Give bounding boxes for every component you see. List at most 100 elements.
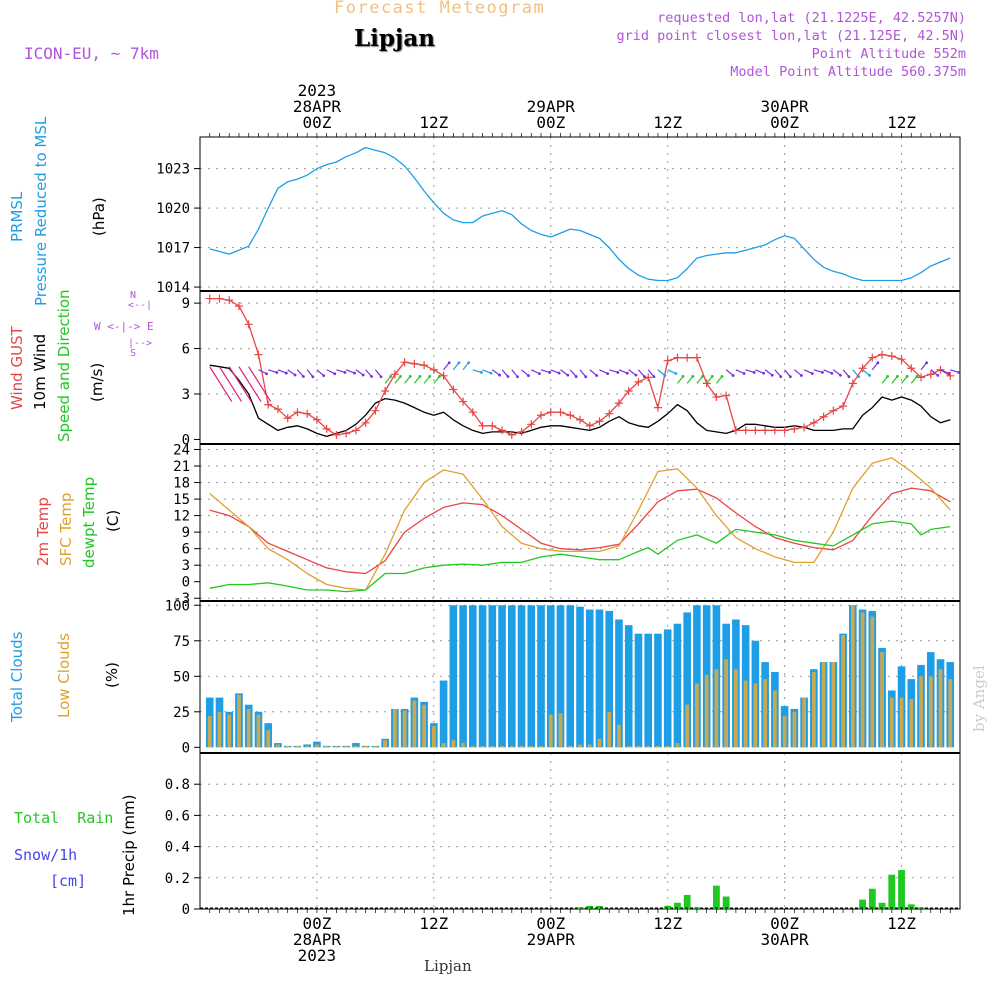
low-cloud-bar (724, 659, 729, 748)
low-cloud-bar (519, 745, 524, 748)
wind-arrow-head (489, 371, 493, 375)
requested-point: requested lon,lat (21.1225E, 42.5257N) (657, 10, 966, 26)
wind-arrow-head (361, 373, 365, 377)
gust-marker (761, 426, 770, 435)
low-cloud-bar (422, 704, 427, 748)
y-tick-label: 3 (182, 558, 190, 574)
wind-arrow-head (720, 374, 724, 378)
wind-arrow (599, 369, 608, 375)
wind-arrow (404, 375, 411, 384)
gust-marker (488, 421, 497, 430)
y-tick-label: 0.6 (165, 808, 190, 824)
top-time-label: 28APR (293, 97, 342, 116)
wind-arrow (248, 366, 272, 402)
low-cloud-bar (402, 710, 407, 748)
wind-arrow (218, 366, 242, 402)
wind-arrow (755, 369, 764, 374)
total-cloud-bar (537, 605, 545, 748)
wind-arrow-head (886, 374, 890, 378)
wind-arrow (423, 375, 431, 384)
total-cloud-bar (644, 633, 653, 748)
gust-marker (926, 370, 935, 379)
wind-arrow (569, 369, 577, 377)
y-tick-label: 15 (173, 492, 190, 508)
gust-marker (312, 415, 321, 424)
wind-arrow-head (447, 361, 451, 365)
wind-arrow-head (742, 372, 746, 375)
wind-arrow (891, 375, 898, 384)
wind-arrow-head (408, 374, 412, 378)
wind-arrow-head (584, 375, 588, 379)
y-tick-label: 12 (173, 509, 190, 525)
wind-arrow (628, 369, 637, 376)
bottom-time-label: 12Z (887, 914, 916, 933)
wind-arrow-head (770, 373, 774, 377)
wind-arrow (657, 369, 666, 376)
wind-arrow (374, 369, 382, 378)
wind-arrow-head (710, 374, 714, 378)
top-time-label: 29APR (527, 97, 576, 116)
panel-frame (199, 752, 961, 910)
top-time-label: 00Z (536, 113, 565, 132)
low-cloud-bar (695, 683, 699, 748)
low-cloud-bar (782, 716, 787, 748)
wind-arrow (784, 369, 791, 378)
gust-marker (576, 415, 584, 424)
gust-marker (225, 296, 234, 305)
wind-arrow-head (925, 361, 929, 365)
gust-marker (468, 408, 477, 417)
wind-arrow-head (275, 371, 279, 374)
wind-arrow-head (947, 372, 951, 375)
bottom-time-label: 00Z (770, 914, 799, 933)
wind-arrow (491, 369, 500, 376)
low-cloud-bar (305, 745, 310, 748)
wind-arrow-head (634, 373, 638, 377)
wind-arrow-head (557, 371, 561, 375)
rain-bar (664, 905, 672, 909)
low-cloud-bar (558, 713, 563, 748)
rain-bar (596, 905, 603, 909)
low-cloud-bar (227, 714, 232, 748)
panel-frame (199, 136, 961, 292)
wind-arrow-head (516, 375, 519, 379)
gust-marker (381, 386, 390, 395)
low-cloud-bar (207, 716, 212, 748)
total-cloud-bar (478, 605, 487, 748)
gust-marker (878, 350, 887, 359)
wind-arrow (579, 369, 587, 378)
gust-marker (420, 361, 429, 370)
wind-arrow (842, 369, 850, 378)
wind-arrow (521, 369, 529, 377)
total-cloud-bar (693, 605, 701, 748)
wind-arrow (482, 369, 492, 374)
gust-marker (848, 379, 857, 388)
gust-marker (478, 421, 487, 430)
gust-marker (839, 402, 848, 411)
gust-marker (819, 412, 828, 421)
rain-bar (722, 896, 730, 909)
low-cloud-bar (256, 714, 261, 748)
gust-marker (829, 406, 838, 415)
gust-marker (527, 420, 536, 429)
wind-arrow (881, 375, 889, 384)
gust-marker (537, 411, 546, 420)
gust-marker (644, 373, 653, 382)
wind-arrow (940, 369, 949, 374)
pressure-line (209, 146, 951, 282)
wind-arrow-head (566, 373, 570, 377)
y-tick-label: 6 (182, 342, 190, 358)
precip-rain-label: Total Rain (14, 809, 114, 827)
total-cloud-bar (498, 605, 506, 748)
footer-location: Lipjan (424, 957, 472, 975)
wind-arrow (609, 369, 619, 374)
wind-arrow (823, 369, 833, 374)
y-tick-label: 25 (173, 705, 190, 721)
low-cloud-bar (763, 679, 768, 748)
low-cloud-bar (451, 740, 456, 748)
gust-marker (809, 418, 818, 427)
total-cloud-bar (352, 743, 360, 748)
top-time-label: 30APR (761, 97, 810, 116)
precip-snow-unit: [cm] (50, 872, 87, 890)
gust-marker (215, 294, 224, 303)
